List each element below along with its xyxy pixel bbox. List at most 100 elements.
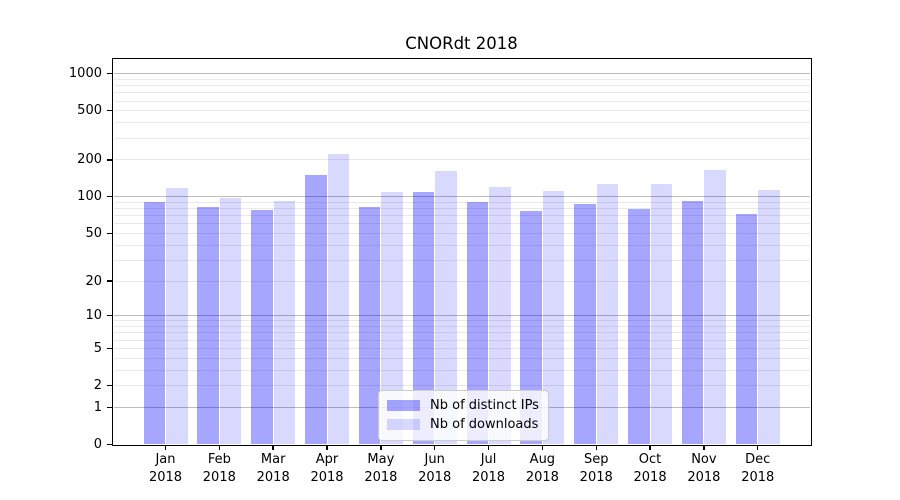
x-tick xyxy=(218,444,221,450)
gridline-minor xyxy=(113,259,810,261)
x-tick-label: May 2018 xyxy=(364,452,398,485)
gridline-minor xyxy=(113,347,810,349)
gridline-minor xyxy=(113,100,810,102)
gridline-minor xyxy=(113,223,810,225)
gridline-minor xyxy=(113,280,810,282)
x-tick xyxy=(164,444,167,450)
bar-downloads-aug xyxy=(542,190,565,445)
y-tick-label: 50 xyxy=(85,225,102,241)
gridline-minor xyxy=(113,385,810,387)
y-tick xyxy=(106,159,113,161)
y-tick xyxy=(106,443,113,446)
y-tick-label: 2 xyxy=(93,378,102,394)
y-tick xyxy=(106,315,113,317)
x-tick xyxy=(541,444,544,450)
x-tick xyxy=(757,444,759,450)
gridline-minor xyxy=(113,244,810,246)
y-tick xyxy=(106,347,113,349)
gridline-minor xyxy=(113,369,810,371)
bar-distinct-ips-jun xyxy=(412,191,435,445)
y-tick-label: 10 xyxy=(85,308,102,324)
bar-downloads-oct xyxy=(650,183,673,445)
gridline-minor xyxy=(113,339,810,341)
gridline-minor xyxy=(113,320,810,322)
bar-downloads-dec xyxy=(758,189,780,445)
y-tick xyxy=(106,384,113,387)
x-tick xyxy=(595,444,597,450)
y-tick-label: 500 xyxy=(77,103,102,119)
bar-distinct-ips-nov xyxy=(681,201,704,445)
x-tick xyxy=(703,444,705,450)
plot-area xyxy=(113,59,810,445)
y-tick xyxy=(106,196,113,198)
y-tick-label: 200 xyxy=(77,152,102,168)
bar-downloads-feb xyxy=(219,198,242,445)
x-tick-label: Feb 2018 xyxy=(202,452,236,485)
bar-distinct-ips-sep xyxy=(574,204,596,445)
y-tick xyxy=(106,232,113,235)
legend-label-downloads: Nb of downloads xyxy=(430,417,539,432)
gridline-minor xyxy=(113,92,810,94)
x-tick-label: Mar 2018 xyxy=(256,452,290,485)
y-tick-label: 1 xyxy=(93,399,102,415)
x-tick xyxy=(434,444,436,450)
bar-distinct-ips-mar xyxy=(251,209,273,445)
x-tick-label: Jul 2018 xyxy=(471,452,506,485)
y-tick xyxy=(106,280,113,282)
gridline-minor xyxy=(113,215,810,217)
x-tick-label: Sep 2018 xyxy=(579,452,613,485)
chart-title: CNORdt 2018 xyxy=(405,34,518,53)
y-tick xyxy=(106,110,113,112)
x-tick-label: Apr 2018 xyxy=(310,452,344,485)
bar-distinct-ips-may xyxy=(358,206,381,445)
gridline-minor xyxy=(113,201,810,203)
bar-downloads-mar xyxy=(273,200,296,445)
legend-label-distinct-ips: Nb of distinct IPs xyxy=(430,398,539,413)
legend-swatch-distinct-ips-icon xyxy=(387,400,420,411)
y-tick-label: 5 xyxy=(93,340,102,356)
bar-distinct-ips-jan xyxy=(143,202,165,445)
gridline-minor xyxy=(113,208,810,210)
legend-item-downloads: Nb of downloads xyxy=(387,415,539,434)
x-tick xyxy=(487,444,490,450)
bar-downloads-sep xyxy=(596,183,619,445)
x-tick xyxy=(649,444,651,450)
legend: Nb of distinct IPs Nb of downloads xyxy=(378,390,549,441)
gridline-minor xyxy=(113,332,810,334)
bar-downloads-nov xyxy=(704,169,726,445)
x-tick-label: Nov 2018 xyxy=(687,452,721,485)
gridline-minor xyxy=(113,78,810,80)
bar-downloads-apr xyxy=(327,153,350,445)
y-tick-label: 20 xyxy=(85,273,102,289)
x-tick xyxy=(380,444,382,450)
legend-item-distinct-ips: Nb of distinct IPs xyxy=(387,396,539,415)
y-tick-label: 0 xyxy=(93,437,102,452)
bar-distinct-ips-oct xyxy=(628,208,650,445)
gridline-major xyxy=(113,73,810,75)
bar-distinct-ips-aug xyxy=(520,210,542,445)
gridline-minor xyxy=(113,357,810,359)
y-tick xyxy=(106,72,113,75)
gridline-minor xyxy=(113,232,810,234)
bar-distinct-ips-apr xyxy=(305,175,327,445)
gridline-minor xyxy=(113,110,810,112)
y-tick-label: 1000 xyxy=(68,66,102,82)
x-tick-label: Oct 2018 xyxy=(633,452,667,485)
y-tick-label: 100 xyxy=(77,189,102,205)
x-tick xyxy=(326,444,328,450)
bar-downloads-may xyxy=(381,191,403,445)
gridline-minor xyxy=(113,85,810,87)
x-tick-label: Jun 2018 xyxy=(418,452,452,485)
x-tick-label: Jan 2018 xyxy=(148,452,183,485)
bar-downloads-jul xyxy=(489,186,511,445)
bar-downloads-jan xyxy=(166,187,188,445)
gridline-minor xyxy=(113,326,810,328)
gridline-major xyxy=(113,315,810,317)
y-tick xyxy=(106,406,113,408)
gridline-major xyxy=(113,196,810,198)
legend-swatch-downloads-icon xyxy=(387,419,420,430)
gridline-minor xyxy=(113,159,810,161)
gridline-minor xyxy=(113,137,810,139)
bar-distinct-ips-dec xyxy=(735,214,758,445)
